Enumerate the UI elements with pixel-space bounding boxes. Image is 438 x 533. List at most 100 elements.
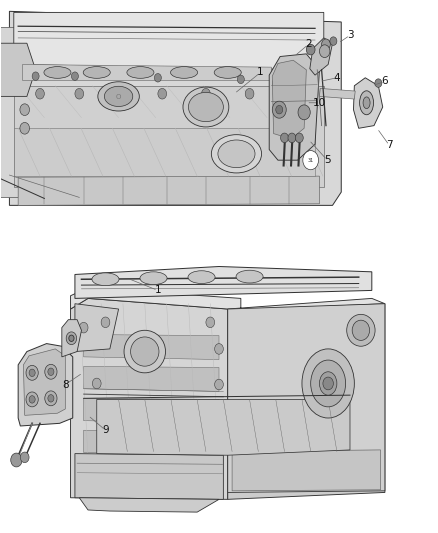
Circle shape [71,72,78,80]
Ellipse shape [183,87,229,127]
Ellipse shape [347,314,375,346]
Ellipse shape [360,91,374,115]
Polygon shape [62,320,81,357]
Polygon shape [84,367,219,391]
Circle shape [281,133,288,143]
Circle shape [32,72,39,80]
Polygon shape [310,38,332,75]
Ellipse shape [170,67,198,78]
Polygon shape [23,349,65,415]
Circle shape [158,88,166,99]
Text: 10: 10 [313,98,326,108]
Circle shape [20,452,29,463]
Polygon shape [71,288,385,310]
Polygon shape [18,344,73,426]
Circle shape [295,133,303,143]
Polygon shape [84,398,219,423]
Circle shape [20,123,29,134]
Polygon shape [1,232,437,522]
Circle shape [114,88,123,99]
Circle shape [321,39,330,50]
Text: 2: 2 [305,39,312,49]
Circle shape [20,104,29,116]
Polygon shape [14,128,315,176]
Circle shape [154,74,161,82]
Ellipse shape [302,349,354,418]
Ellipse shape [188,271,215,284]
Ellipse shape [127,67,154,78]
Circle shape [237,75,244,84]
Polygon shape [14,86,324,187]
Circle shape [319,45,330,58]
Ellipse shape [212,135,261,173]
Circle shape [48,368,54,375]
Polygon shape [319,88,355,99]
Polygon shape [79,498,219,512]
Text: 1: 1 [155,286,161,295]
Ellipse shape [83,67,110,78]
Polygon shape [1,1,437,216]
Circle shape [75,88,84,99]
Polygon shape [0,43,35,96]
Polygon shape [75,454,223,499]
Circle shape [66,332,77,345]
Ellipse shape [311,360,346,407]
Circle shape [29,395,35,403]
Circle shape [272,79,279,87]
Circle shape [48,394,54,402]
Circle shape [323,377,333,390]
Text: 9: 9 [102,425,109,435]
Polygon shape [10,11,341,205]
Circle shape [303,151,318,169]
Circle shape [288,133,296,143]
Polygon shape [84,335,219,360]
Circle shape [26,366,38,380]
Polygon shape [14,12,324,70]
Polygon shape [18,176,319,205]
Text: 8: 8 [62,379,69,390]
Text: 4: 4 [334,73,340,83]
Circle shape [206,317,215,328]
Ellipse shape [131,337,159,366]
Circle shape [215,379,223,390]
Ellipse shape [319,372,337,395]
Circle shape [375,79,382,87]
Text: 6: 6 [381,77,388,86]
Ellipse shape [92,273,119,286]
Text: 5: 5 [324,155,331,165]
Circle shape [330,37,337,45]
Circle shape [101,317,110,328]
Ellipse shape [140,272,167,285]
Ellipse shape [236,270,263,283]
Polygon shape [0,27,18,197]
Circle shape [35,88,44,99]
Circle shape [306,44,315,55]
Circle shape [79,322,88,333]
Circle shape [298,105,310,120]
Ellipse shape [218,140,255,167]
Ellipse shape [188,92,223,122]
Circle shape [45,365,57,379]
Polygon shape [97,399,350,455]
Polygon shape [232,450,381,491]
Polygon shape [228,304,385,499]
Polygon shape [272,60,306,139]
Ellipse shape [124,330,166,373]
Circle shape [245,88,254,99]
Polygon shape [75,304,119,352]
Text: 3: 3 [346,30,353,41]
Text: 1: 1 [257,68,264,77]
Circle shape [276,106,283,114]
Polygon shape [75,266,372,298]
Polygon shape [228,304,385,492]
Circle shape [272,101,286,118]
Ellipse shape [214,67,241,78]
Circle shape [201,88,210,99]
Ellipse shape [44,67,71,78]
Ellipse shape [363,97,370,109]
Polygon shape [22,64,272,80]
Text: 7: 7 [386,140,392,150]
Circle shape [29,369,35,376]
Polygon shape [353,78,383,128]
Polygon shape [84,430,219,455]
